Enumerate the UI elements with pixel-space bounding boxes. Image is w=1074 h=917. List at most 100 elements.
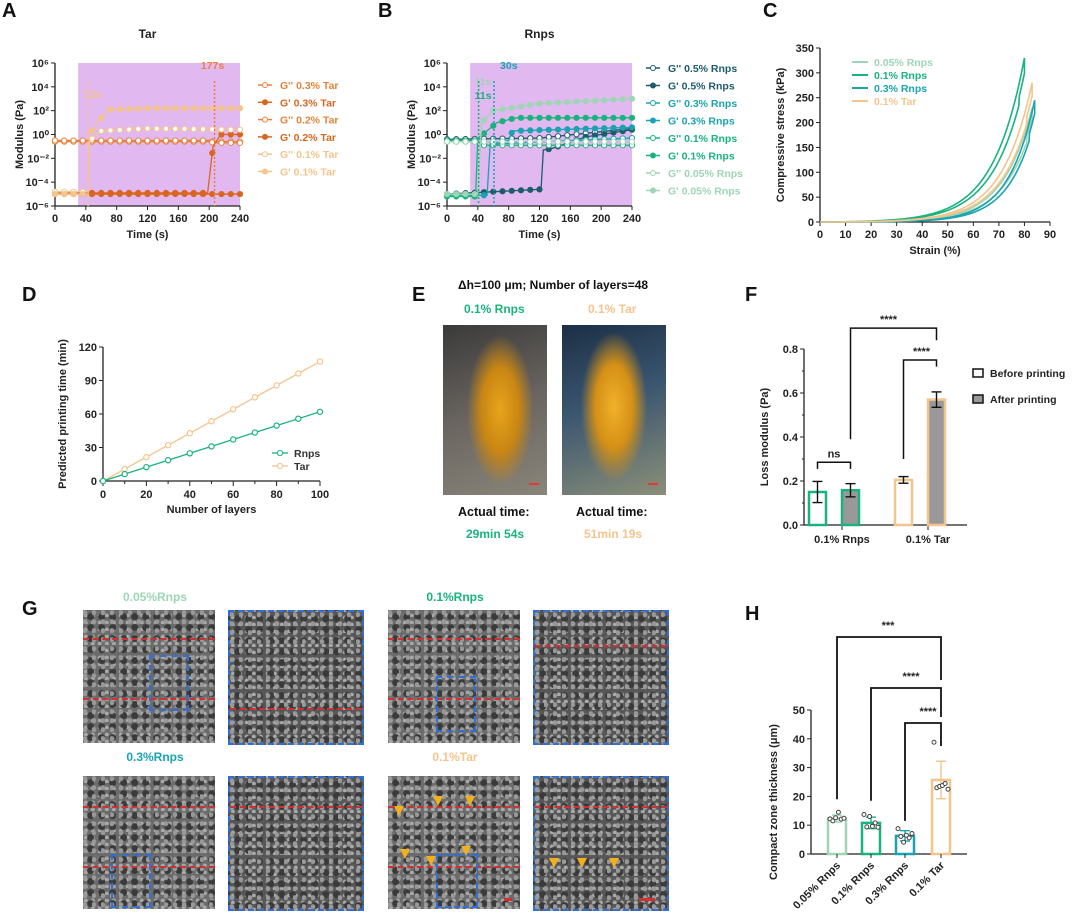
chart-title: Rnps: [525, 27, 555, 41]
y-tick-label: 300: [796, 68, 814, 80]
data-point: [190, 137, 197, 144]
arrow-icon: [400, 849, 410, 859]
data-point: [107, 106, 114, 113]
data-point: [70, 190, 77, 198]
legend-label: G'' 0.3% Rnps: [668, 98, 737, 110]
x-tick-label: 200: [200, 213, 218, 225]
significance-bracket: [816, 461, 852, 469]
data-point: [898, 833, 904, 839]
data-point: [199, 105, 207, 112]
y-tick-label: 10⁶: [32, 58, 49, 70]
y-tick-label: 0.8: [783, 344, 798, 356]
significance-label: ns: [828, 448, 841, 460]
data-point: [61, 190, 68, 198]
sem-03-rnps-zoom: [228, 776, 364, 911]
data-point: [153, 105, 160, 112]
y-tick-label: 60: [85, 409, 97, 421]
data-point: [610, 138, 617, 145]
data-point: [601, 125, 608, 132]
data-point: [453, 190, 460, 198]
y-tick-label: 10²: [33, 106, 49, 118]
x-tick-label: 60: [227, 489, 239, 501]
data-point: [236, 126, 244, 133]
x-tick-label: 50: [942, 229, 954, 241]
legend-marker: [276, 449, 284, 457]
y-tick-label: 50: [793, 705, 805, 717]
chart-f-loss-modulus: 0.0 0.2 0.4 0.6 0.8 Loss modulus (Pa) 0.1% Rnp…: [759, 314, 1065, 546]
legend-label: G'' 0.1% Tar: [280, 149, 339, 161]
data-point: [88, 127, 96, 135]
annotation-label: 177s: [201, 60, 225, 72]
y-tick-label: 0: [799, 849, 805, 861]
data-point: [480, 130, 488, 137]
layer-boundary-line: [83, 638, 215, 640]
data-point: [70, 137, 77, 144]
data-point: [895, 826, 901, 832]
data-point: [867, 814, 873, 820]
significance-bracket: [904, 722, 942, 821]
data-point: [186, 430, 193, 437]
legend-label: G'' 0.3% Tar: [280, 80, 339, 92]
x-tick-label: 80: [111, 213, 123, 225]
bar: [893, 478, 914, 527]
y-tick-label: 200: [796, 118, 814, 130]
data-point: [591, 97, 599, 104]
annotation-label: 11s: [475, 76, 492, 88]
x-axis-label: Time (s): [127, 229, 169, 241]
data-point: [490, 188, 497, 195]
y-tick-label: 10⁻⁶: [26, 201, 49, 213]
legend-label: Tar: [294, 461, 310, 473]
chart-d-printing-time: 0 20 40 60 80 100 0 30 60 90 120 Number of layers Pr…: [57, 339, 329, 516]
arrow-icon: [577, 858, 587, 868]
y-tick-label: 10: [793, 820, 805, 832]
data-point: [79, 190, 86, 198]
data-point: [490, 122, 497, 129]
y-tick-label: 30: [793, 763, 805, 775]
x-tick-label: 20: [865, 229, 877, 241]
data-point: [227, 139, 234, 146]
panel-e-header: Δh=100 μm; Number of layers=48: [458, 278, 649, 292]
data-point: [564, 98, 571, 106]
data-point: [901, 839, 907, 845]
data-point: [295, 370, 302, 377]
data-point: [190, 126, 197, 133]
data-point: [251, 429, 259, 436]
data-point: [98, 115, 105, 122]
layer-boundary-line: [388, 638, 520, 640]
panel-e-right-label: 0.1% Tar: [588, 302, 637, 316]
legend-marker: [650, 65, 656, 71]
legend-marker: [262, 168, 268, 175]
data-point: [480, 138, 488, 145]
data-point: [610, 114, 617, 121]
layer-boundary-line: [388, 806, 520, 808]
data-point: [591, 138, 599, 145]
data-point: [125, 137, 133, 144]
y-axis-label: Modulus (Pa): [14, 100, 26, 169]
y-tick-label: 40: [793, 734, 805, 746]
data-point: [835, 809, 841, 815]
data-point: [554, 114, 562, 121]
legend-label: G'' 0.2% Tar: [280, 115, 339, 127]
data-point: [554, 99, 562, 106]
data-point: [164, 441, 172, 449]
data-point: [601, 138, 608, 145]
y-tick-label: 100: [796, 167, 814, 179]
x-tick-label: 30: [891, 229, 903, 241]
x-tick-label: 90: [1044, 229, 1056, 241]
data-point: [527, 114, 534, 121]
data-point: [144, 137, 151, 144]
data-point: [218, 131, 225, 138]
layer-boundary-line: [388, 698, 520, 700]
data-point: [162, 137, 170, 144]
series-line: [819, 100, 1036, 223]
data-point: [573, 98, 580, 105]
legend-label: G' 0.5% Rnps: [668, 81, 735, 93]
actual-time-label-left: Actual time:: [458, 505, 530, 519]
zoom-region-box: [111, 854, 151, 908]
data-point: [619, 138, 626, 145]
data-point: [536, 127, 543, 134]
data-point: [931, 739, 937, 745]
data-point: [601, 130, 608, 138]
shaded-region: [78, 63, 240, 206]
data-point: [227, 105, 234, 112]
